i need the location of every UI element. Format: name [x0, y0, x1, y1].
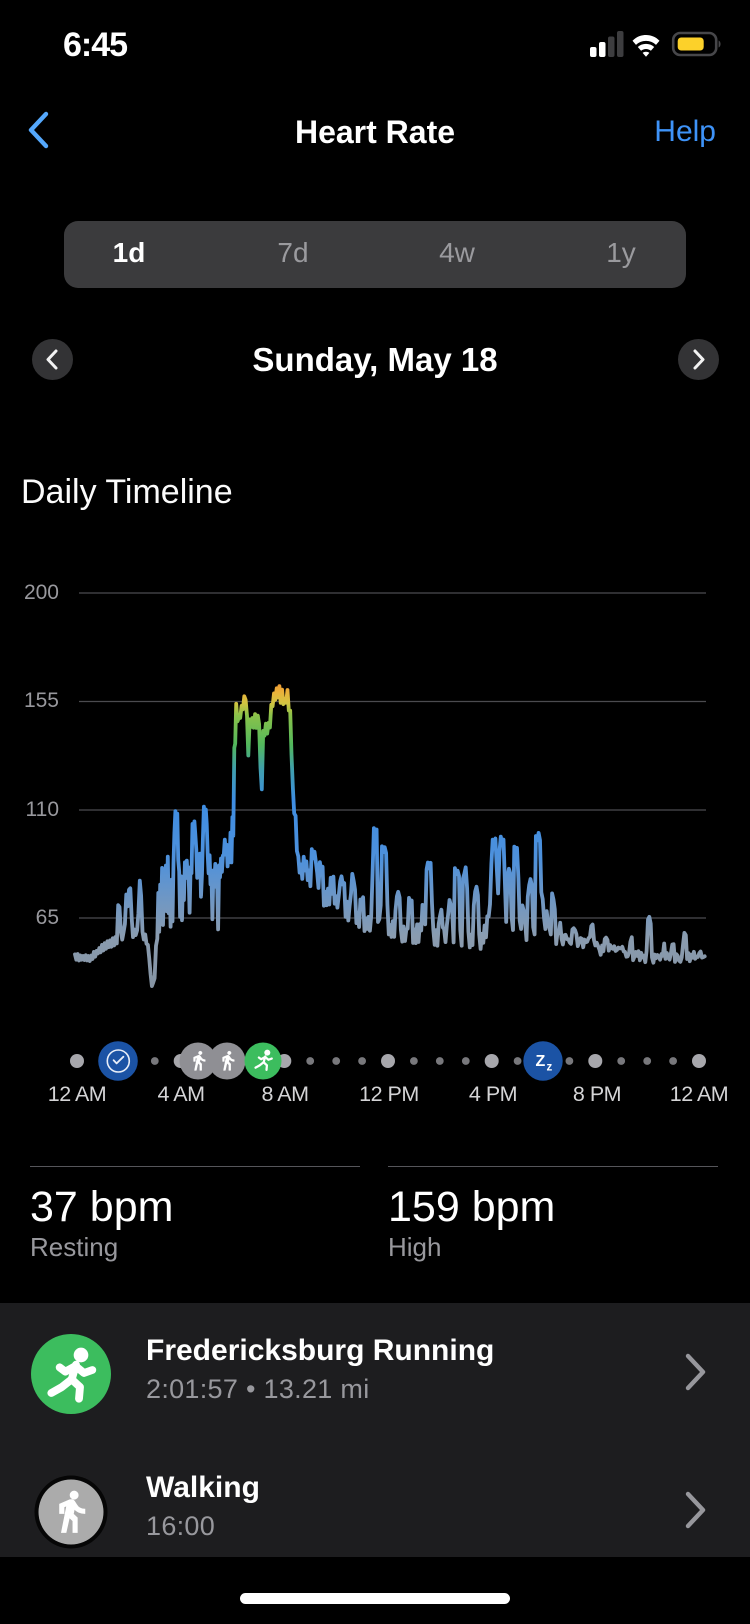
svg-text:z: z — [547, 1062, 553, 1074]
svg-text:Z: Z — [536, 1053, 546, 1070]
